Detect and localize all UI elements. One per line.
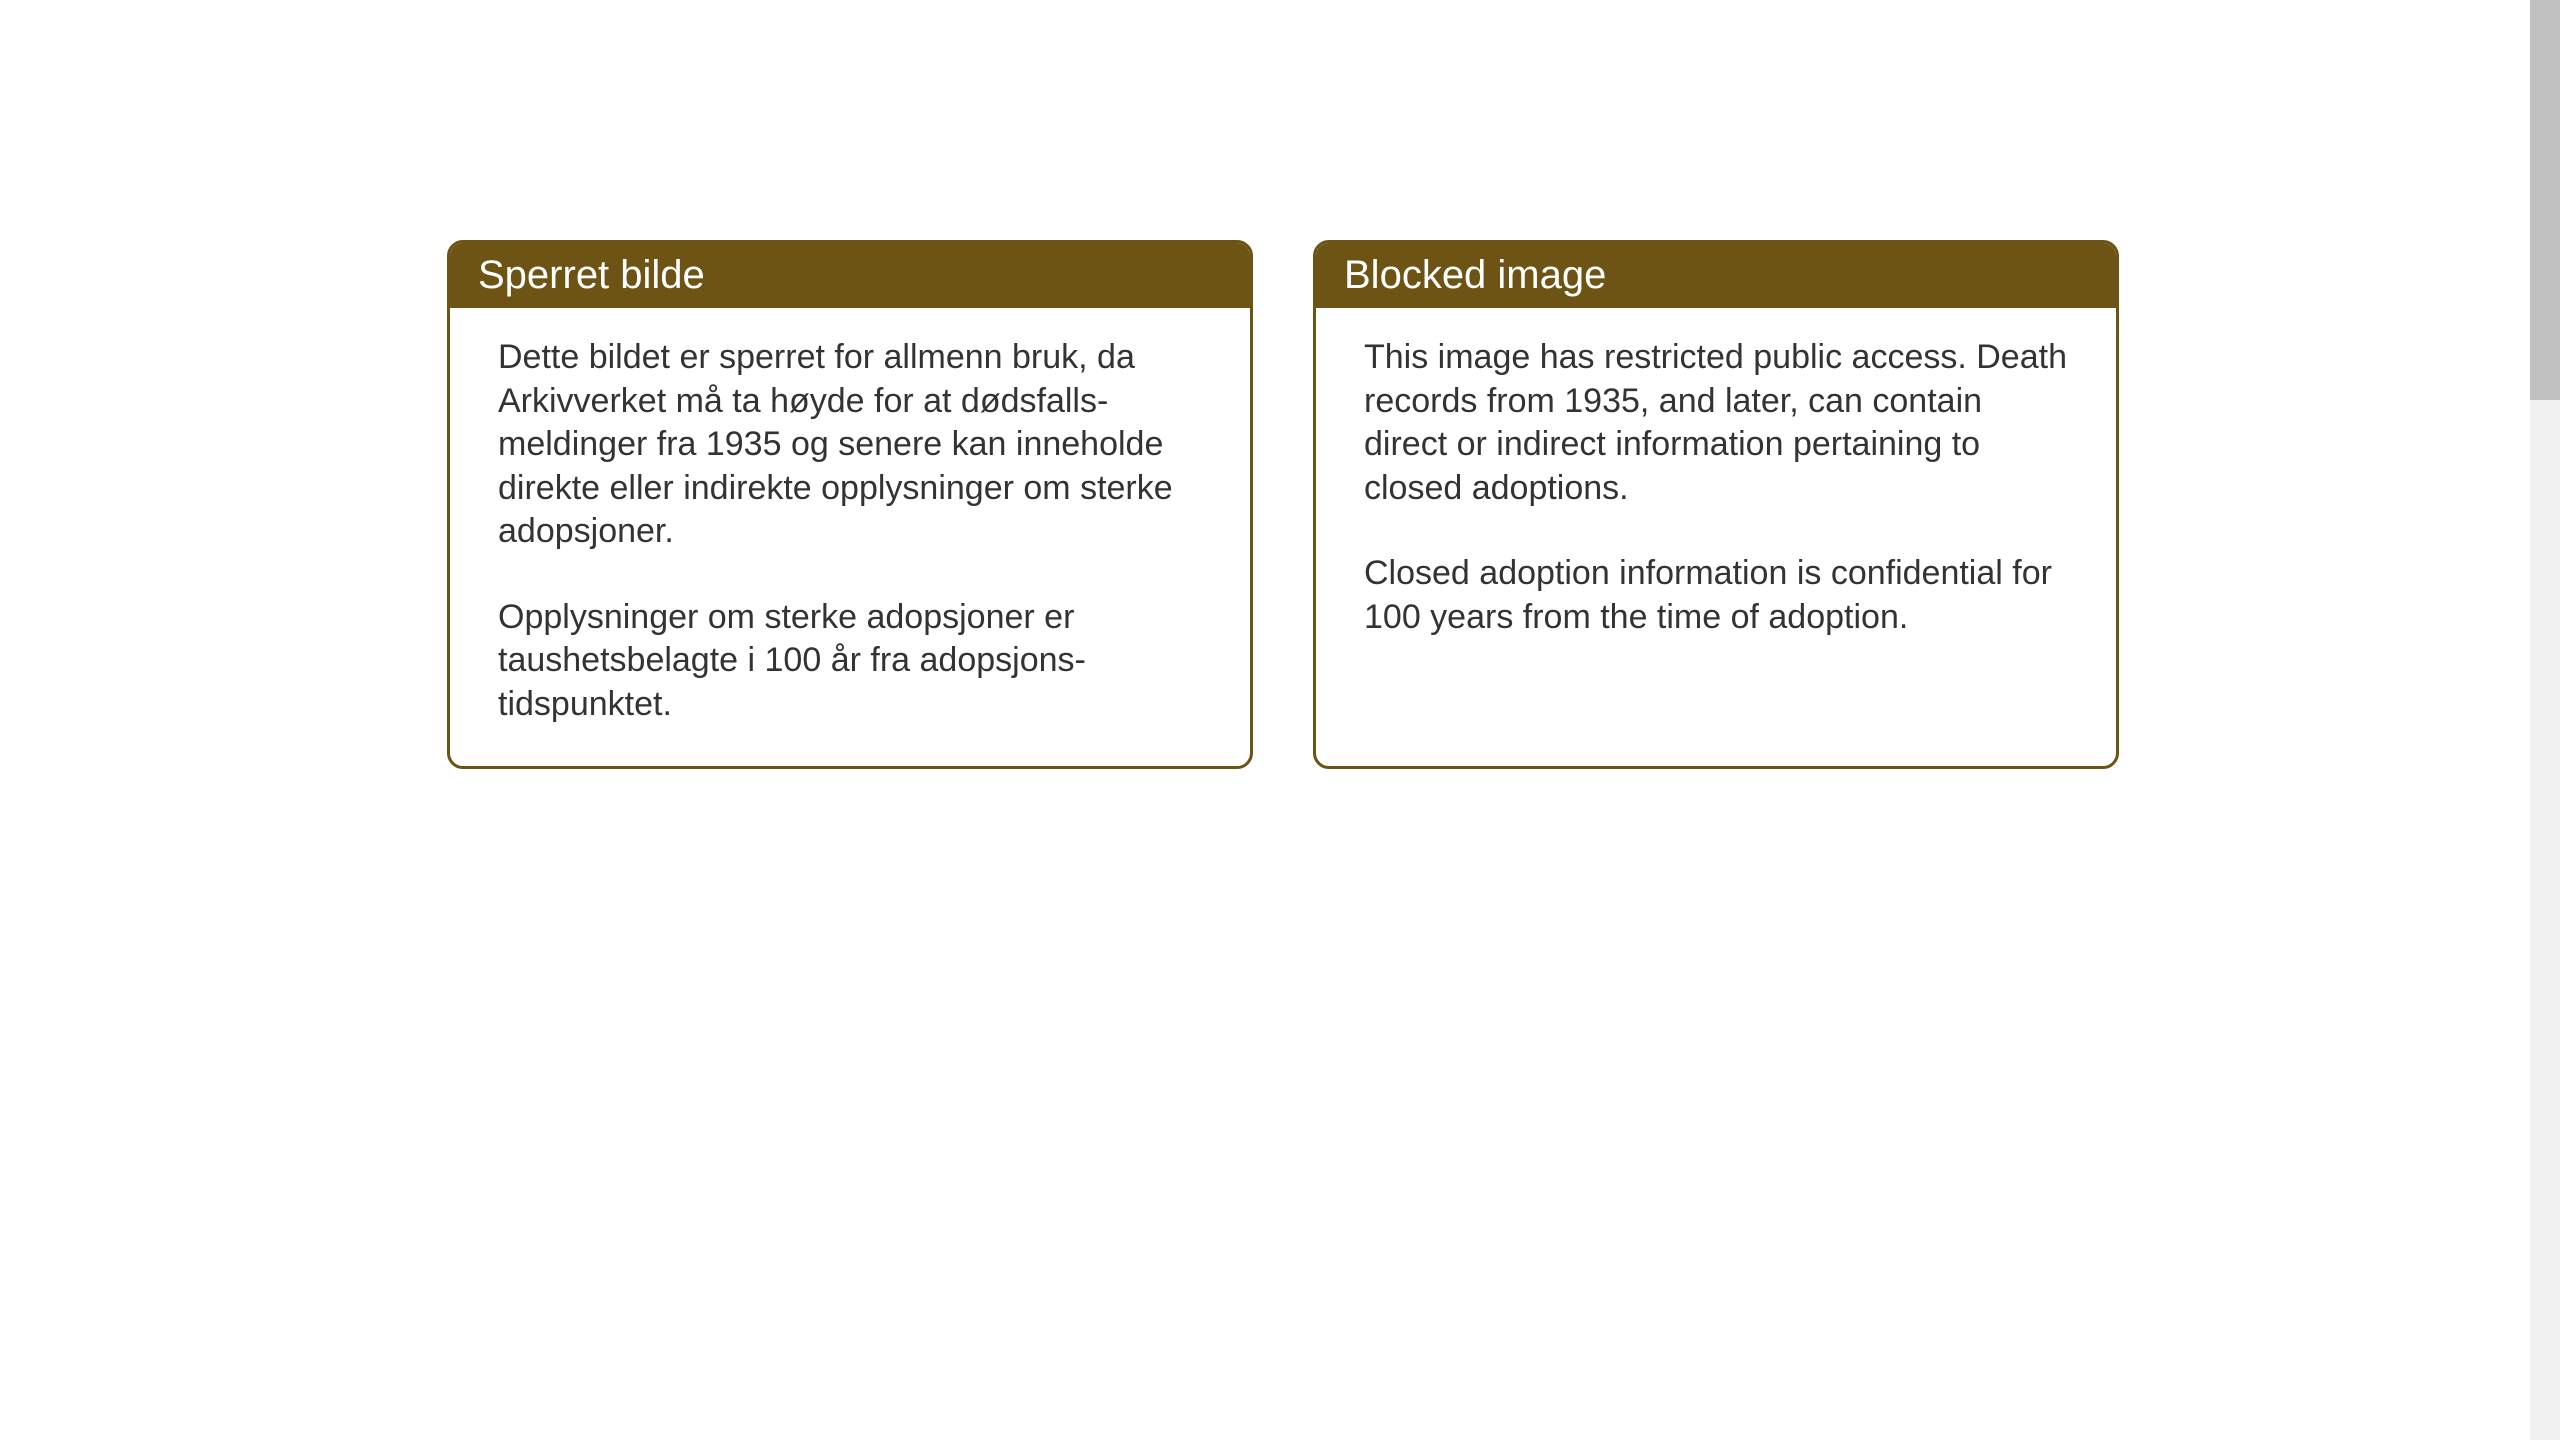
norwegian-paragraph-1: Dette bildet er sperret for allmenn bruk… xyxy=(498,336,1202,554)
english-card-body: This image has restricted public access.… xyxy=(1316,308,2116,679)
norwegian-paragraph-2: Opplysninger om sterke adopsjoner er tau… xyxy=(498,596,1202,727)
english-notice-card: Blocked image This image has restricted … xyxy=(1313,240,2119,769)
english-card-title: Blocked image xyxy=(1316,243,2116,308)
english-paragraph-2: Closed adoption information is confident… xyxy=(1364,552,2068,639)
norwegian-notice-card: Sperret bilde Dette bildet er sperret fo… xyxy=(447,240,1253,769)
norwegian-card-body: Dette bildet er sperret for allmenn bruk… xyxy=(450,308,1250,766)
scrollbar-thumb[interactable] xyxy=(2530,0,2560,400)
norwegian-card-title: Sperret bilde xyxy=(450,243,1250,308)
notice-cards-container: Sperret bilde Dette bildet er sperret fo… xyxy=(447,240,2119,769)
page-scrollbar[interactable] xyxy=(2530,0,2560,1440)
english-paragraph-1: This image has restricted public access.… xyxy=(1364,336,2068,510)
